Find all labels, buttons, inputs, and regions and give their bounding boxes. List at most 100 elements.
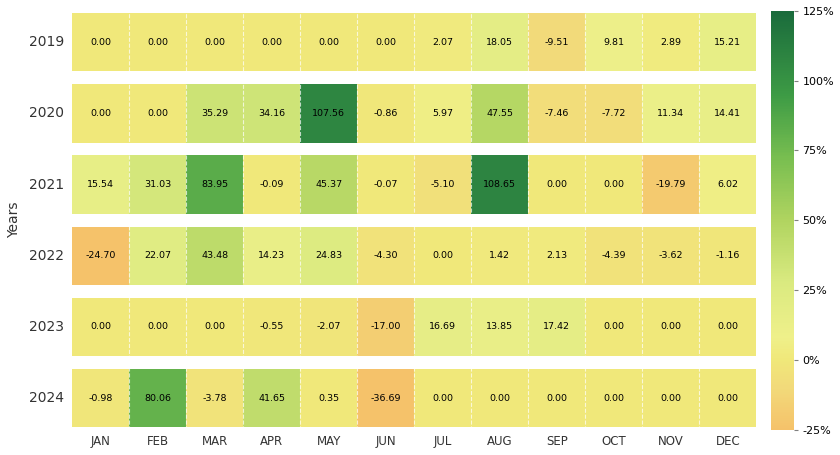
- FancyBboxPatch shape: [72, 84, 129, 143]
- FancyBboxPatch shape: [244, 369, 301, 427]
- FancyBboxPatch shape: [700, 298, 756, 356]
- Text: 2.07: 2.07: [433, 38, 454, 47]
- Text: 18.05: 18.05: [486, 38, 513, 47]
- Text: 108.65: 108.65: [483, 180, 517, 189]
- FancyBboxPatch shape: [643, 13, 700, 71]
- FancyBboxPatch shape: [301, 298, 357, 356]
- FancyBboxPatch shape: [186, 156, 244, 214]
- Text: 45.37: 45.37: [315, 180, 343, 189]
- Text: -24.70: -24.70: [86, 251, 116, 260]
- Text: -7.46: -7.46: [544, 109, 569, 118]
- FancyBboxPatch shape: [129, 13, 186, 71]
- Text: 2.13: 2.13: [546, 251, 567, 260]
- FancyBboxPatch shape: [471, 227, 528, 285]
- Text: 0.00: 0.00: [147, 109, 168, 118]
- Text: 13.85: 13.85: [486, 323, 513, 332]
- Text: 6.02: 6.02: [717, 180, 738, 189]
- FancyBboxPatch shape: [585, 369, 643, 427]
- FancyBboxPatch shape: [643, 298, 700, 356]
- FancyBboxPatch shape: [700, 156, 756, 214]
- FancyBboxPatch shape: [357, 298, 414, 356]
- Text: 0.00: 0.00: [147, 323, 168, 332]
- Text: 0.00: 0.00: [204, 38, 225, 47]
- FancyBboxPatch shape: [414, 156, 471, 214]
- Text: 2019: 2019: [29, 35, 64, 49]
- FancyBboxPatch shape: [357, 369, 414, 427]
- FancyBboxPatch shape: [186, 298, 244, 356]
- FancyBboxPatch shape: [301, 369, 357, 427]
- Text: 47.55: 47.55: [486, 109, 513, 118]
- FancyBboxPatch shape: [585, 84, 643, 143]
- FancyBboxPatch shape: [72, 13, 129, 71]
- Text: 24.83: 24.83: [315, 251, 343, 260]
- Text: 0.00: 0.00: [490, 394, 511, 403]
- FancyBboxPatch shape: [700, 84, 756, 143]
- Text: 2020: 2020: [29, 106, 64, 121]
- Text: 14.41: 14.41: [714, 109, 742, 118]
- FancyBboxPatch shape: [643, 369, 700, 427]
- FancyBboxPatch shape: [700, 227, 756, 285]
- Text: -2.07: -2.07: [317, 323, 341, 332]
- FancyBboxPatch shape: [414, 84, 471, 143]
- FancyBboxPatch shape: [471, 369, 528, 427]
- Text: 0.00: 0.00: [546, 180, 567, 189]
- FancyBboxPatch shape: [186, 369, 244, 427]
- FancyBboxPatch shape: [528, 13, 585, 71]
- Text: 0.00: 0.00: [147, 38, 168, 47]
- Text: 2022: 2022: [29, 249, 64, 263]
- Text: 80.06: 80.06: [144, 394, 171, 403]
- FancyBboxPatch shape: [129, 84, 186, 143]
- Text: 34.16: 34.16: [259, 109, 286, 118]
- Text: 0.00: 0.00: [91, 38, 112, 47]
- FancyBboxPatch shape: [643, 84, 700, 143]
- FancyBboxPatch shape: [301, 227, 357, 285]
- FancyBboxPatch shape: [528, 227, 585, 285]
- Text: 0.00: 0.00: [91, 109, 112, 118]
- FancyBboxPatch shape: [700, 13, 756, 71]
- Text: -36.69: -36.69: [370, 394, 402, 403]
- FancyBboxPatch shape: [414, 369, 471, 427]
- Text: 0.00: 0.00: [204, 323, 225, 332]
- Y-axis label: Years: Years: [7, 202, 21, 238]
- FancyBboxPatch shape: [72, 156, 129, 214]
- FancyBboxPatch shape: [357, 227, 414, 285]
- Text: 35.29: 35.29: [202, 109, 228, 118]
- Text: 0.00: 0.00: [546, 394, 567, 403]
- FancyBboxPatch shape: [528, 156, 585, 214]
- FancyBboxPatch shape: [643, 227, 700, 285]
- FancyBboxPatch shape: [186, 227, 244, 285]
- Text: 22.07: 22.07: [144, 251, 171, 260]
- FancyBboxPatch shape: [471, 13, 528, 71]
- FancyBboxPatch shape: [414, 13, 471, 71]
- FancyBboxPatch shape: [414, 227, 471, 285]
- Text: 1.42: 1.42: [490, 251, 511, 260]
- Text: -0.98: -0.98: [89, 394, 113, 403]
- Text: 9.81: 9.81: [603, 38, 624, 47]
- Text: -0.07: -0.07: [374, 180, 398, 189]
- Text: 15.21: 15.21: [714, 38, 742, 47]
- Text: 0.00: 0.00: [717, 323, 738, 332]
- FancyBboxPatch shape: [357, 13, 414, 71]
- FancyBboxPatch shape: [471, 156, 528, 214]
- Text: 5.97: 5.97: [433, 109, 454, 118]
- Text: 0.00: 0.00: [603, 394, 624, 403]
- Text: 16.69: 16.69: [429, 323, 456, 332]
- FancyBboxPatch shape: [301, 84, 357, 143]
- Text: -3.62: -3.62: [659, 251, 683, 260]
- FancyBboxPatch shape: [585, 298, 643, 356]
- FancyBboxPatch shape: [72, 298, 129, 356]
- FancyBboxPatch shape: [585, 156, 643, 214]
- FancyBboxPatch shape: [72, 369, 129, 427]
- Text: 17.42: 17.42: [543, 323, 570, 332]
- FancyBboxPatch shape: [700, 369, 756, 427]
- FancyBboxPatch shape: [129, 227, 186, 285]
- FancyBboxPatch shape: [357, 84, 414, 143]
- Text: -7.72: -7.72: [601, 109, 626, 118]
- Text: 14.23: 14.23: [259, 251, 286, 260]
- FancyBboxPatch shape: [414, 298, 471, 356]
- FancyBboxPatch shape: [186, 13, 244, 71]
- FancyBboxPatch shape: [585, 13, 643, 71]
- FancyBboxPatch shape: [528, 84, 585, 143]
- FancyBboxPatch shape: [528, 369, 585, 427]
- Text: -0.09: -0.09: [260, 180, 284, 189]
